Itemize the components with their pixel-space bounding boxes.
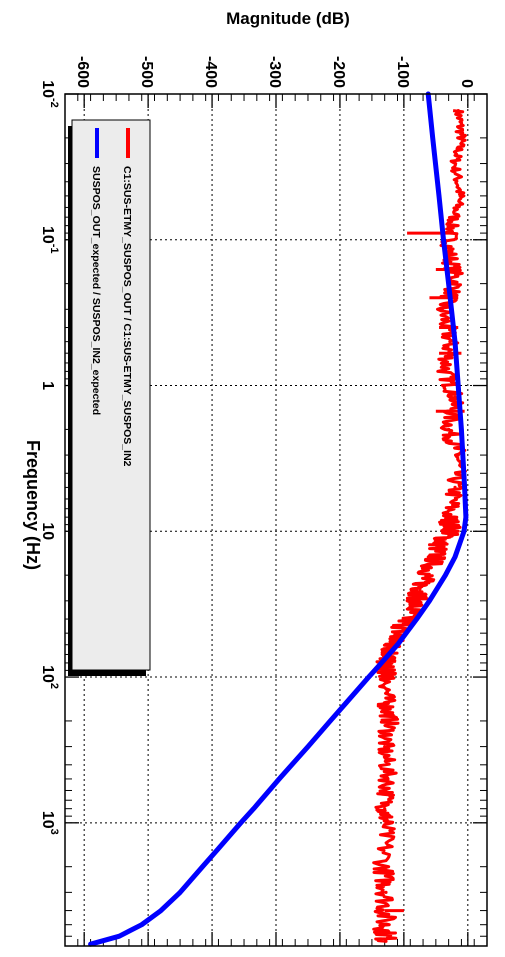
series-red-point	[384, 701, 388, 705]
series-red-point	[443, 369, 448, 374]
rotated-plot-group: 10-2 10-1 1 10 102 103 0 -100 -200 -300 -400 -500 -…	[23, 56, 488, 947]
series-red-point	[386, 675, 390, 679]
series-blue-point	[276, 776, 282, 782]
series-red-point	[384, 939, 388, 943]
series-red-point	[447, 515, 451, 519]
series-blue-point	[158, 908, 164, 913]
series-blue-point	[177, 890, 183, 895]
series-red-point	[458, 194, 462, 198]
series-blue-point	[238, 820, 244, 826]
y-tick-label: -100	[394, 56, 411, 88]
series-red-point	[447, 249, 451, 253]
series-blue-point	[443, 572, 448, 578]
series-red-point	[453, 161, 457, 166]
series-blue-point	[456, 383, 461, 388]
series-blue-point	[366, 674, 371, 680]
series-red-point	[384, 890, 388, 894]
series-blue-point	[427, 598, 432, 604]
plot-frame	[64, 93, 488, 947]
x-tick-label: 10-2	[39, 80, 60, 108]
series-red-point	[424, 573, 428, 577]
series-blue-point	[430, 135, 435, 141]
series-red-point	[384, 821, 388, 825]
x-tick-label: 10-1	[39, 226, 60, 254]
series-red-point	[418, 587, 422, 591]
series-blue-point	[446, 281, 451, 286]
series-blue-point	[462, 485, 467, 490]
series-layer	[88, 91, 469, 947]
series-blue-point	[414, 616, 419, 622]
legend: C1:SUS-ETMY_SUSPOS_OUT / C1:SUS-ETMY_SUS…	[68, 119, 151, 676]
y-tick-label: -500	[138, 56, 155, 88]
series-red-point	[384, 668, 388, 672]
series-red-point	[440, 307, 444, 311]
series-red-point	[434, 555, 438, 559]
series-blue-point	[117, 934, 122, 939]
series-red-point	[381, 865, 386, 869]
series-red-line	[372, 109, 467, 943]
y-axis-title: Frequency (Hz)	[23, 440, 43, 570]
series-red-point	[447, 427, 451, 432]
series-red-point	[437, 541, 441, 545]
series-blue-point	[452, 339, 458, 344]
axis-ticks	[64, 93, 488, 947]
series-red-point	[390, 643, 394, 647]
series-blue-point	[379, 660, 384, 666]
series-red-point	[456, 453, 460, 457]
x-tick-labels: 10-2 10-1 1 10 102 103	[39, 80, 60, 835]
series-blue-point	[459, 427, 464, 432]
series-blue-point	[395, 642, 400, 647]
series-red-point	[388, 719, 392, 723]
y-tick-label: 0	[458, 79, 475, 88]
series-blue-point	[251, 806, 256, 811]
series-red-point	[395, 631, 400, 635]
series-red-point	[386, 777, 390, 781]
series-red-point	[448, 340, 452, 344]
series-blue-point	[344, 700, 349, 705]
legend-box	[71, 119, 151, 671]
series-blue-point	[200, 864, 205, 869]
series-red-point	[450, 529, 454, 533]
legend-label-red: C1:SUS-ETMY_SUSPOS_OUT / C1:SUS-ETMY_SUS…	[121, 166, 133, 467]
legend-label-blue: SUSPOS_OUT_expected / SUSPOS_IN2_expecte…	[90, 166, 102, 415]
series-blue-point	[305, 744, 311, 749]
series-red-point	[415, 599, 419, 603]
series-blue-point	[452, 554, 458, 560]
series-red-point	[383, 744, 387, 749]
x-tick-label: 102	[39, 665, 60, 689]
series-blue-point	[463, 514, 469, 520]
x-tick-label: 103	[39, 811, 60, 835]
y-tick-label: -400	[202, 56, 219, 88]
series-red-point	[383, 807, 387, 811]
y-tick-label: -600	[74, 56, 91, 88]
series-blue-point	[436, 193, 442, 199]
series-blue-point	[328, 718, 333, 724]
series-blue-point	[139, 922, 144, 927]
x-tick-label: 1	[39, 381, 56, 390]
series-blue-point	[216, 846, 221, 851]
y-tick-label: -200	[330, 56, 347, 88]
y-tick-labels: 0 -100 -200 -300 -400 -500 -600	[74, 56, 475, 88]
series-blue-point	[461, 529, 467, 534]
y-tick-label: -300	[266, 56, 283, 88]
series-red-point	[456, 109, 460, 113]
series-red-point	[453, 395, 457, 399]
series-red-point	[453, 485, 457, 490]
series-blue-point	[441, 237, 446, 242]
series-red-point	[383, 923, 387, 927]
x-tick-label: 10	[39, 522, 56, 540]
series-red-point	[405, 617, 409, 621]
series-red-point	[450, 224, 454, 228]
x-axis-title: Magnitude (dB)	[226, 9, 350, 28]
series-red-point	[459, 136, 464, 140]
series-red-point	[454, 282, 458, 286]
